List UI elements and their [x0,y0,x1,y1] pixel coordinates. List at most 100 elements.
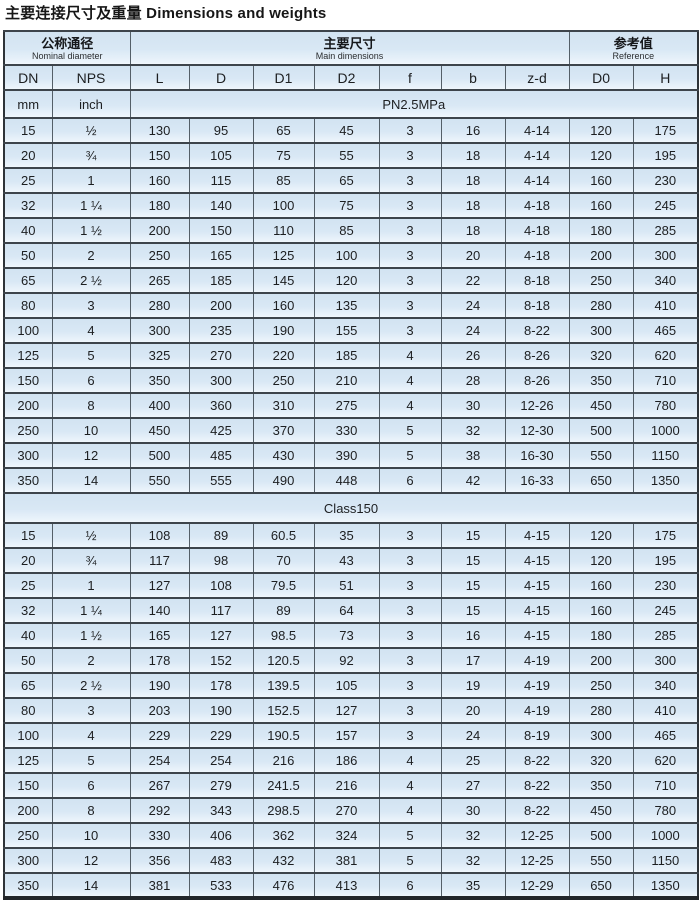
table-cell: 200 [3,392,53,419]
table-cell: 24 [440,292,506,319]
table-cell: 1 [51,167,131,194]
table-cell: 425 [188,417,254,444]
table-cell: 710 [632,772,699,799]
header-group-main-dimensions: 主要尺寸 Main dimensions [129,30,570,66]
main-dimensions-zh: 主要尺寸 [323,36,376,51]
table-cell: 1150 [632,847,699,874]
table-cell: 12 [51,442,131,469]
table-cell: 229 [129,722,190,749]
table-cell: 175 [632,117,699,144]
section-label-class150: Class150 [3,492,699,524]
table-cell: 8-22 [504,317,570,344]
table-cell: 32 [3,192,53,219]
table-cell: 3 [378,722,442,749]
column-header-b: b [440,64,506,91]
table-cell: 89 [188,522,254,549]
table-cell: 8-18 [504,267,570,294]
table-cell: ¾ [51,547,131,574]
table-cell: 40 [3,217,53,244]
table-cell: 120 [568,522,634,549]
table-cell: 285 [632,622,699,649]
table-cell: 265 [129,267,190,294]
table-cell: 381 [129,872,190,899]
table-row: 350 14 550 555 490 448 6 42 16-33 650 1350 [3,467,699,494]
table-cell: 98 [188,547,254,574]
table-cell: 3 [378,572,442,599]
table-cell: 15 [440,572,506,599]
table-cell: 1350 [632,467,699,494]
column-header-d1: D1 [252,64,315,91]
table-cell: 98.5 [252,622,315,649]
table-cell: 55 [313,142,380,169]
table-cell: 70 [252,547,315,574]
table-cell: 160 [568,572,634,599]
table-cell: 300 [632,647,699,674]
table-cell: 4 [51,317,131,344]
table-cell: 3 [378,597,442,624]
unit-inch: inch [51,89,131,119]
table-cell: 65 [252,117,315,144]
table-cell: 145 [252,267,315,294]
table-cell: 45 [313,117,380,144]
table-cell: 4-19 [504,697,570,724]
table-cell: 5 [51,342,131,369]
table-cell: 110 [252,217,315,244]
table-row: 15 ½ 130 95 65 45 3 16 4-14 120 175 [3,117,699,144]
table-cell: 245 [632,597,699,624]
table-cell: 3 [378,317,442,344]
table-cell: 19 [440,672,506,699]
table-cell: 155 [313,317,380,344]
table-cell: 80 [3,292,53,319]
table-cell: 42 [440,467,506,494]
table-cell: 16-33 [504,467,570,494]
nominal-diameter-en: Nominal diameter [31,51,103,61]
table-cell: 465 [632,722,699,749]
table-row: 25 1 160 115 85 65 3 18 4-14 160 230 [3,167,699,194]
table-row: 65 2 ½ 265 185 145 120 3 22 8-18 250 340 [3,267,699,294]
table-cell: ½ [51,117,131,144]
table-cell: 50 [3,647,53,674]
table-cell: 28 [440,367,506,394]
table-cell: 15 [440,547,506,574]
table-cell: 350 [129,367,190,394]
section-label-pn25: PN2.5MPa [129,89,699,119]
table-cell: 190.5 [252,722,315,749]
table-cell: 241.5 [252,772,315,799]
table-cell: 27 [440,772,506,799]
table-cell: 3 [378,142,442,169]
table-cell: 2 [51,647,131,674]
table-cell: 125 [3,342,53,369]
table-cell: 6 [378,872,442,899]
table-cell: 95 [188,117,254,144]
table-cell: 8 [51,392,131,419]
table-cell: 3 [378,647,442,674]
table-cell: 32 [440,417,506,444]
table-cell: 1 ¼ [51,192,131,219]
table-cell: 180 [568,622,634,649]
table-cell: 117 [188,597,254,624]
table-cell: 245 [632,192,699,219]
table-cell: 8-26 [504,342,570,369]
table-cell: 300 [568,722,634,749]
table-cell: 320 [568,342,634,369]
table-cell: 195 [632,142,699,169]
table-cell: 3 [51,697,131,724]
table-cell: 6 [378,467,442,494]
table-cell: 4-18 [504,242,570,269]
table-cell: 298.5 [252,797,315,824]
table-cell: 20 [3,142,53,169]
table-cell: 35 [440,872,506,899]
table-cell: 125 [252,242,315,269]
table-cell: 310 [252,392,315,419]
table-cell: 300 [188,367,254,394]
table-cell: 4-15 [504,622,570,649]
table-cell: 25 [440,747,506,774]
table-cell: 780 [632,392,699,419]
table-cell: 25 [3,572,53,599]
table-cell: 476 [252,872,315,899]
table-cell: 356 [129,847,190,874]
table-cell: 4 [378,392,442,419]
table-cell: 350 [3,872,53,899]
table-cell: 5 [378,847,442,874]
